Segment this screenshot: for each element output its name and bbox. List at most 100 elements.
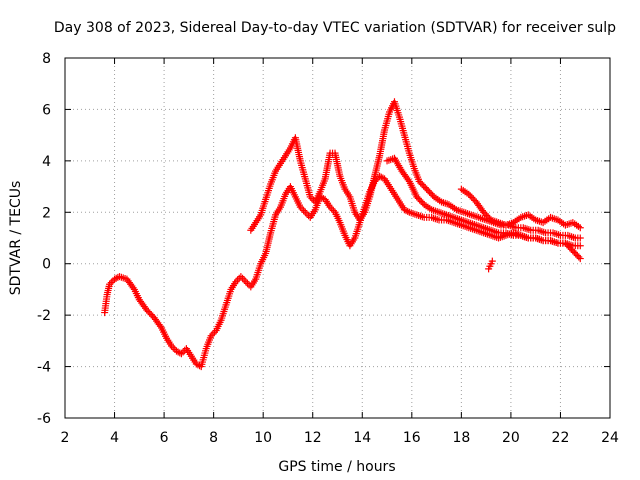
data-point bbox=[465, 190, 473, 198]
data-point bbox=[564, 242, 572, 250]
data-point bbox=[481, 210, 489, 218]
data-point bbox=[239, 274, 247, 282]
y-tick-label: 4 bbox=[42, 154, 51, 170]
data-point bbox=[488, 257, 496, 265]
data-point bbox=[301, 208, 309, 216]
data-point bbox=[306, 193, 314, 201]
y-tick-label: 8 bbox=[42, 51, 51, 67]
data-point bbox=[576, 234, 584, 242]
x-tick-label: 10 bbox=[254, 430, 272, 446]
data-point bbox=[417, 179, 425, 187]
data-point bbox=[426, 188, 434, 196]
data-point bbox=[413, 193, 421, 201]
data-point bbox=[480, 208, 488, 216]
x-tick-label: 6 bbox=[160, 430, 169, 446]
data-point bbox=[404, 207, 412, 215]
x-tick-label: 8 bbox=[209, 430, 218, 446]
data-point bbox=[421, 184, 429, 192]
series-track-c bbox=[383, 154, 584, 263]
x-tick-label: 12 bbox=[304, 430, 322, 446]
data-point bbox=[469, 195, 477, 203]
data-point bbox=[300, 207, 308, 215]
data-point bbox=[416, 196, 424, 204]
data-point bbox=[466, 192, 474, 200]
data-point bbox=[414, 194, 422, 202]
data-point bbox=[576, 224, 584, 232]
data-point bbox=[172, 347, 180, 355]
series-track-d bbox=[457, 185, 584, 232]
data-point bbox=[566, 244, 574, 252]
data-point bbox=[377, 173, 385, 181]
data-point bbox=[129, 284, 137, 292]
y-tick-label: -2 bbox=[37, 308, 51, 324]
series-track-b bbox=[247, 98, 584, 242]
data-point bbox=[417, 197, 425, 205]
data-point bbox=[210, 328, 218, 336]
x-tick-label: 2 bbox=[61, 430, 70, 446]
data-point bbox=[573, 251, 581, 259]
data-point bbox=[326, 203, 334, 211]
data-point bbox=[427, 190, 435, 198]
y-tick-label: 0 bbox=[42, 257, 51, 273]
data-point bbox=[168, 342, 176, 350]
x-axis-label: GPS time / hours bbox=[278, 459, 395, 475]
data-point bbox=[176, 349, 184, 357]
data-point bbox=[570, 248, 578, 256]
data-point bbox=[328, 205, 336, 213]
data-point bbox=[329, 207, 337, 215]
data-points bbox=[101, 98, 584, 371]
data-point bbox=[112, 274, 120, 282]
data-point bbox=[144, 308, 152, 316]
data-point bbox=[576, 242, 584, 250]
data-point bbox=[298, 205, 306, 213]
data-point bbox=[418, 181, 426, 189]
data-point bbox=[575, 253, 583, 261]
x-tick-label: 4 bbox=[110, 430, 119, 446]
data-point bbox=[415, 177, 423, 185]
data-point bbox=[420, 182, 428, 190]
data-point bbox=[308, 195, 316, 203]
data-point bbox=[177, 350, 185, 358]
data-point bbox=[106, 280, 114, 288]
data-point bbox=[169, 344, 177, 352]
data-point bbox=[576, 255, 584, 263]
data-point bbox=[572, 250, 580, 258]
series-track-e bbox=[485, 257, 496, 273]
x-tick-label: 18 bbox=[452, 430, 470, 446]
y-tick-label: -4 bbox=[37, 360, 51, 376]
chart-title: Day 308 of 2023, Sidereal Day-to-day VTE… bbox=[54, 20, 616, 36]
data-point bbox=[563, 241, 571, 249]
data-point bbox=[423, 185, 431, 193]
data-point bbox=[404, 176, 412, 184]
data-point bbox=[424, 187, 432, 195]
data-point bbox=[232, 278, 240, 286]
data-point bbox=[402, 207, 410, 215]
data-point bbox=[107, 279, 115, 287]
data-point bbox=[207, 332, 215, 340]
data-point bbox=[111, 275, 119, 283]
series-track-a bbox=[101, 172, 584, 371]
data-point bbox=[400, 206, 408, 214]
y-tick-label: -6 bbox=[37, 411, 51, 427]
data-point bbox=[483, 211, 491, 219]
data-point bbox=[143, 306, 151, 314]
x-tick-label: 14 bbox=[353, 430, 371, 446]
data-point bbox=[156, 322, 164, 330]
data-point bbox=[234, 276, 242, 284]
y-tick-label: 6 bbox=[42, 102, 51, 118]
data-point bbox=[567, 245, 575, 253]
x-tick-label: 16 bbox=[403, 430, 421, 446]
data-point bbox=[147, 311, 155, 319]
data-point bbox=[237, 273, 245, 281]
y-tick-label: 2 bbox=[42, 205, 51, 221]
data-point bbox=[484, 213, 492, 221]
plot-frame bbox=[64, 57, 611, 419]
data-point bbox=[561, 239, 569, 247]
x-tick-label: 22 bbox=[552, 430, 570, 446]
data-point bbox=[296, 203, 304, 211]
data-point bbox=[468, 193, 476, 201]
data-point bbox=[146, 309, 154, 317]
data-point bbox=[242, 278, 250, 286]
